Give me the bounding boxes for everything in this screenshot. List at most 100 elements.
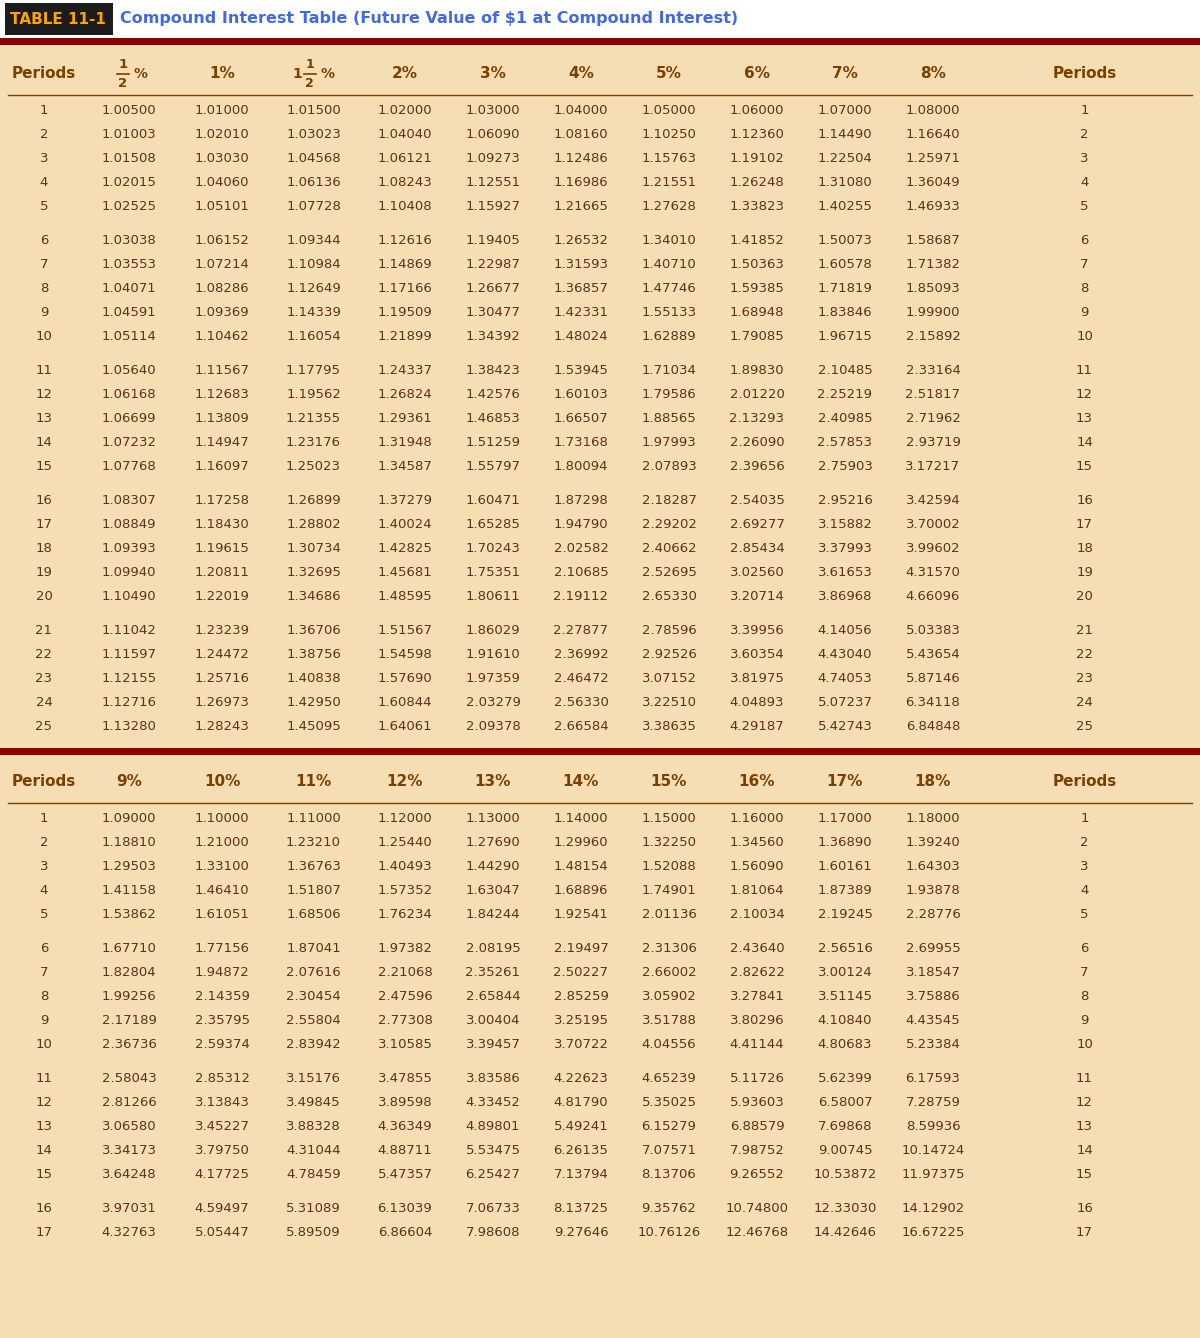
- Text: 1.22504: 1.22504: [817, 153, 872, 166]
- Text: Periods: Periods: [12, 67, 76, 82]
- Text: 1.26248: 1.26248: [730, 177, 785, 190]
- Text: 1.19405: 1.19405: [466, 234, 521, 248]
- Text: 1.03000: 1.03000: [466, 104, 521, 118]
- Text: 1.45095: 1.45095: [286, 720, 341, 733]
- Text: 2.58043: 2.58043: [102, 1073, 156, 1085]
- Text: 2.14359: 2.14359: [194, 990, 250, 1004]
- Text: 1.03023: 1.03023: [286, 128, 341, 142]
- Text: 12: 12: [1076, 1097, 1093, 1109]
- Text: 3.47855: 3.47855: [378, 1073, 432, 1085]
- Text: 1.91610: 1.91610: [466, 649, 521, 661]
- Text: 1.42576: 1.42576: [466, 388, 521, 401]
- Text: 1.17258: 1.17258: [194, 495, 250, 507]
- Text: 5.31089: 5.31089: [286, 1203, 341, 1215]
- Text: 3.06580: 3.06580: [102, 1120, 156, 1133]
- Text: 9: 9: [40, 1014, 48, 1028]
- Text: 6: 6: [40, 234, 48, 248]
- Text: 1.96715: 1.96715: [817, 330, 872, 344]
- Text: 1.04568: 1.04568: [286, 153, 341, 166]
- Text: 1.26677: 1.26677: [466, 282, 521, 296]
- Text: 1.21551: 1.21551: [642, 177, 696, 190]
- Text: 2.10034: 2.10034: [730, 909, 785, 922]
- Text: 1.20811: 1.20811: [194, 566, 250, 579]
- Text: 1.29503: 1.29503: [102, 860, 156, 874]
- Text: 18: 18: [36, 542, 53, 555]
- Text: 6.13039: 6.13039: [378, 1203, 432, 1215]
- Text: 3.27841: 3.27841: [730, 990, 785, 1004]
- Text: 3.22510: 3.22510: [642, 697, 696, 709]
- Text: 1.25716: 1.25716: [194, 673, 250, 685]
- Text: 1.04591: 1.04591: [102, 306, 156, 320]
- Text: 1.01003: 1.01003: [102, 128, 156, 142]
- Text: 2.56516: 2.56516: [817, 942, 872, 955]
- Text: 1.66507: 1.66507: [553, 412, 608, 425]
- Text: 3.10585: 3.10585: [378, 1038, 432, 1052]
- Text: 1.23210: 1.23210: [286, 836, 341, 850]
- Text: %: %: [320, 67, 335, 82]
- Text: 17: 17: [1076, 1227, 1093, 1239]
- Text: 12%: 12%: [386, 775, 424, 789]
- Text: 1.19102: 1.19102: [730, 153, 785, 166]
- Text: 3: 3: [1080, 153, 1088, 166]
- Text: 1.12716: 1.12716: [102, 697, 156, 709]
- Text: 1.11567: 1.11567: [194, 364, 250, 377]
- Text: 1.64061: 1.64061: [378, 720, 432, 733]
- Text: Periods: Periods: [1052, 67, 1117, 82]
- Text: 1.40710: 1.40710: [642, 258, 696, 272]
- Text: 3.79750: 3.79750: [194, 1144, 250, 1157]
- Text: 2.36736: 2.36736: [102, 1038, 156, 1052]
- Text: 3.99602: 3.99602: [906, 542, 960, 555]
- Text: 1.41158: 1.41158: [102, 884, 156, 898]
- Text: 1.22019: 1.22019: [194, 590, 250, 603]
- Text: 3.05902: 3.05902: [642, 990, 696, 1004]
- Text: 4.59497: 4.59497: [194, 1203, 250, 1215]
- Text: 6.34118: 6.34118: [906, 697, 960, 709]
- Text: 2.08195: 2.08195: [466, 942, 521, 955]
- Text: 1.55797: 1.55797: [466, 460, 521, 474]
- Text: 23: 23: [36, 673, 53, 685]
- Text: 24: 24: [1076, 697, 1093, 709]
- Text: 7: 7: [40, 258, 48, 272]
- Text: 9: 9: [40, 306, 48, 320]
- Text: 7%: 7%: [832, 67, 858, 82]
- Text: 1.07728: 1.07728: [286, 201, 341, 214]
- Text: 4.10840: 4.10840: [817, 1014, 872, 1028]
- Text: 2: 2: [40, 836, 48, 850]
- Text: 5.53475: 5.53475: [466, 1144, 521, 1157]
- Text: 1.80611: 1.80611: [466, 590, 521, 603]
- Text: 1.45681: 1.45681: [378, 566, 432, 579]
- Text: 2.40662: 2.40662: [642, 542, 696, 555]
- Text: 1.38756: 1.38756: [286, 649, 341, 661]
- Text: 6.88579: 6.88579: [730, 1120, 785, 1133]
- Text: 1.15927: 1.15927: [466, 201, 521, 214]
- Text: 10.76126: 10.76126: [637, 1227, 701, 1239]
- Text: 4.31570: 4.31570: [906, 566, 960, 579]
- Text: 1.97382: 1.97382: [378, 942, 432, 955]
- Text: 7.69868: 7.69868: [817, 1120, 872, 1133]
- Text: 1.16097: 1.16097: [194, 460, 250, 474]
- Text: 18%: 18%: [914, 775, 952, 789]
- Text: 1.28243: 1.28243: [194, 720, 250, 733]
- Text: 1.31948: 1.31948: [378, 436, 432, 450]
- Text: 5: 5: [40, 201, 48, 214]
- Text: 1.76234: 1.76234: [378, 909, 432, 922]
- Text: 1.05101: 1.05101: [194, 201, 250, 214]
- Text: 5.87146: 5.87146: [906, 673, 960, 685]
- Text: 2.65330: 2.65330: [642, 590, 696, 603]
- Text: 1.13000: 1.13000: [466, 812, 521, 826]
- Text: 1.60161: 1.60161: [817, 860, 872, 874]
- Text: 1.87298: 1.87298: [553, 495, 608, 507]
- Text: 2.77308: 2.77308: [378, 1014, 432, 1028]
- Text: 2.07616: 2.07616: [286, 966, 341, 979]
- Text: 1.08243: 1.08243: [378, 177, 432, 190]
- Text: Periods: Periods: [12, 775, 76, 789]
- Text: 6.17593: 6.17593: [906, 1073, 960, 1085]
- Text: 1.54598: 1.54598: [378, 649, 432, 661]
- Text: 1.10984: 1.10984: [286, 258, 341, 272]
- Text: 1.10490: 1.10490: [102, 590, 156, 603]
- Text: 1.07214: 1.07214: [194, 258, 250, 272]
- Text: 14: 14: [1076, 436, 1093, 450]
- Text: 9.35762: 9.35762: [642, 1203, 696, 1215]
- Text: 2.51817: 2.51817: [906, 388, 960, 401]
- Text: 1.79586: 1.79586: [642, 388, 696, 401]
